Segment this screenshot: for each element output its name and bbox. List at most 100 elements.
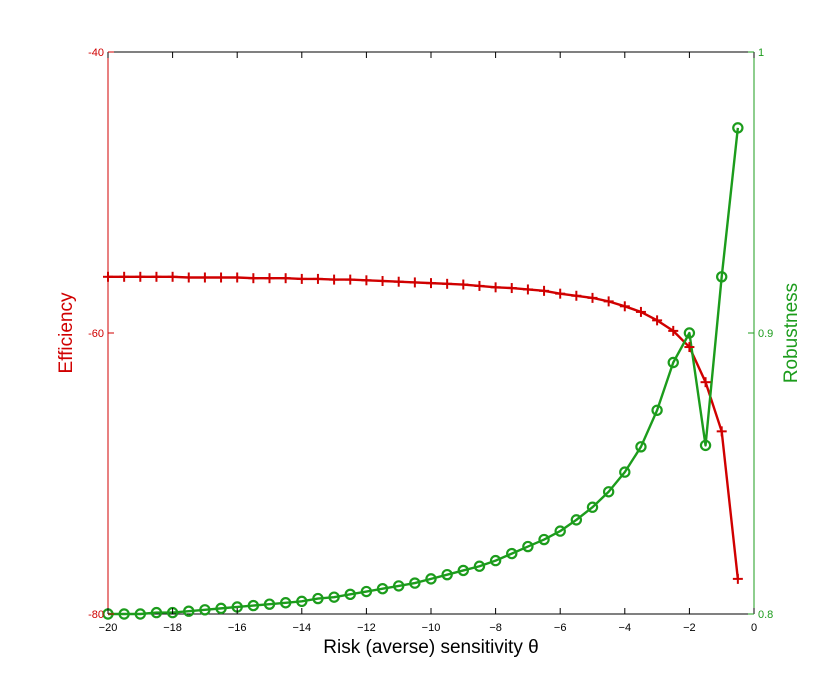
efficiency-point bbox=[151, 271, 162, 282]
efficiency-point bbox=[442, 278, 453, 289]
robustness-point bbox=[279, 597, 292, 609]
x-tick-label: −16 bbox=[228, 622, 247, 634]
efficiency-point bbox=[603, 296, 614, 307]
efficiency-point bbox=[167, 271, 178, 282]
robustness-point bbox=[215, 602, 227, 615]
efficiency-point bbox=[490, 282, 501, 293]
robustness-point bbox=[263, 598, 276, 610]
efficiency-series-line bbox=[108, 275, 740, 580]
robustness-point bbox=[425, 573, 437, 585]
efficiency-point bbox=[635, 306, 646, 317]
robustness-point bbox=[699, 439, 712, 452]
efficiency-point bbox=[506, 283, 517, 294]
robustness-point bbox=[344, 588, 356, 601]
tick-layer: −20 −18 −16 −14 −12 −10 −8 −6 −4 −2 0-80-60-400.80… bbox=[88, 47, 773, 634]
efficiency-point bbox=[426, 278, 436, 289]
efficiency-point bbox=[280, 273, 291, 284]
robustness-point bbox=[586, 501, 599, 513]
robustness-point bbox=[602, 486, 615, 498]
efficiency-point bbox=[377, 276, 388, 287]
robustness-point bbox=[393, 580, 405, 592]
robustness-point bbox=[457, 564, 469, 577]
efficiency-point bbox=[700, 377, 711, 388]
robustness-point bbox=[732, 122, 744, 134]
efficiency-point bbox=[329, 274, 340, 285]
x-tick-label: −4 bbox=[619, 622, 632, 634]
y-left-tick-label: -40 bbox=[88, 47, 104, 59]
robustness-point bbox=[376, 583, 389, 595]
efficiency-point bbox=[199, 272, 210, 283]
y-left-tick-label: -60 bbox=[88, 328, 104, 340]
robustness-point bbox=[473, 560, 486, 572]
series-layer bbox=[108, 127, 740, 616]
robustness-series-line bbox=[108, 127, 740, 616]
robustness-point bbox=[360, 585, 373, 598]
robustness-point bbox=[667, 356, 679, 369]
efficiency-point bbox=[684, 342, 695, 353]
efficiency-point bbox=[361, 275, 372, 286]
plot-area bbox=[108, 52, 754, 614]
y-left-tick-label: -80 bbox=[88, 609, 104, 621]
efficiency-point bbox=[668, 325, 679, 336]
robustness-point bbox=[312, 592, 324, 605]
marker-layer bbox=[102, 122, 744, 620]
efficiency-point bbox=[183, 272, 194, 283]
robustness-point bbox=[554, 525, 566, 537]
robustness-point bbox=[651, 404, 663, 416]
x-tick-label: −20 bbox=[99, 622, 118, 634]
robustness-point bbox=[409, 577, 421, 589]
x-axis-title: Risk (averse) sensitivity θ bbox=[323, 637, 538, 658]
efficiency-point bbox=[216, 272, 227, 283]
robustness-point bbox=[716, 271, 728, 283]
robustness-point bbox=[570, 514, 583, 526]
x-tick-label: −6 bbox=[554, 622, 567, 634]
robustness-point bbox=[134, 608, 146, 620]
efficiency-point bbox=[716, 426, 727, 437]
efficiency-point bbox=[119, 271, 130, 282]
x-tick-label: −12 bbox=[357, 622, 376, 634]
robustness-point bbox=[489, 554, 502, 567]
efficiency-point bbox=[571, 290, 582, 301]
efficiency-point bbox=[264, 273, 275, 284]
efficiency-point bbox=[232, 272, 243, 283]
efficiency-point bbox=[587, 292, 598, 303]
x-tick-label: −14 bbox=[292, 622, 311, 634]
efficiency-point bbox=[103, 271, 113, 282]
x-tick-label: −8 bbox=[489, 622, 502, 634]
robustness-point bbox=[328, 591, 340, 603]
robustness-point bbox=[522, 540, 534, 553]
efficiency-point bbox=[248, 273, 259, 284]
y-right-tick-label: 0.9 bbox=[758, 328, 773, 340]
efficiency-point bbox=[312, 273, 323, 284]
robustness-point bbox=[296, 595, 308, 608]
robustness-point bbox=[199, 604, 211, 616]
robustness-point bbox=[150, 606, 163, 619]
y-right-tick-label: 0.8 bbox=[758, 609, 773, 621]
robustness-point bbox=[506, 547, 518, 560]
robustness-point bbox=[635, 441, 647, 453]
x-tick-label: 0 bbox=[751, 622, 757, 634]
efficiency-point bbox=[652, 315, 663, 326]
robustness-point bbox=[183, 605, 195, 617]
efficiency-point bbox=[409, 277, 420, 288]
efficiency-point bbox=[619, 301, 630, 312]
efficiency-point bbox=[393, 276, 404, 287]
efficiency-point bbox=[474, 280, 485, 291]
y-left-axis-title: Efficiency bbox=[56, 292, 77, 373]
robustness-point bbox=[683, 327, 696, 339]
efficiency-point bbox=[345, 274, 356, 285]
robustness-point bbox=[538, 533, 550, 546]
y-right-tick-label: 1 bbox=[758, 47, 764, 59]
efficiency-point bbox=[539, 285, 550, 296]
y-right-axis-title: Robustness bbox=[781, 283, 802, 383]
x-tick-label: −18 bbox=[163, 622, 182, 634]
robustness-point bbox=[441, 568, 453, 581]
efficiency-point bbox=[458, 279, 469, 290]
robustness-point bbox=[247, 599, 260, 612]
robustness-point bbox=[166, 606, 179, 619]
robustness-point bbox=[619, 466, 631, 478]
robustness-point bbox=[118, 608, 130, 620]
x-tick-label: −10 bbox=[422, 622, 441, 634]
efficiency-point bbox=[522, 284, 533, 295]
